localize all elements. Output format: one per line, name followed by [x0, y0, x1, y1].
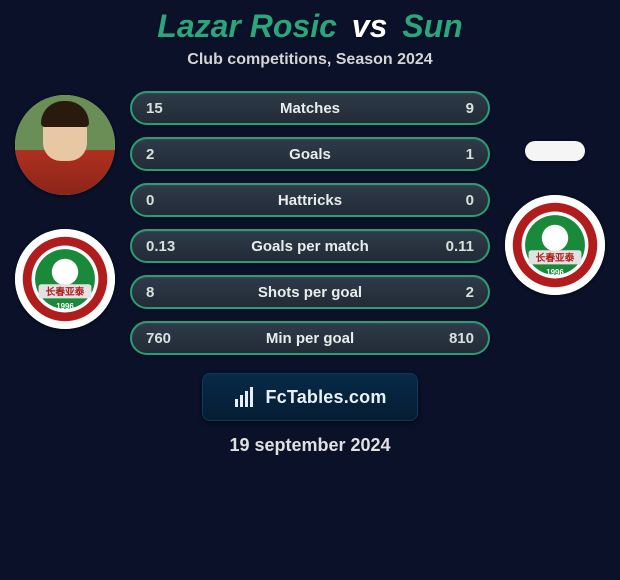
stat-value-right: 9 — [432, 100, 474, 117]
club-badge-icon: 长春亚泰 1996 — [505, 195, 605, 295]
stat-value-left: 760 — [146, 330, 188, 347]
stat-label: Hattricks — [278, 192, 342, 209]
chart-icon — [233, 385, 257, 409]
main-row: 长春亚泰 1996 15 Matches 9 2 Goals 1 0 Hattricks 0 0.… — [0, 87, 620, 355]
stat-value-right: 0.11 — [432, 238, 474, 255]
stat-row: 0.13 Goals per match 0.11 — [130, 229, 490, 263]
player2-name: Sun — [402, 8, 462, 44]
brand-badge[interactable]: FcTables.com — [202, 373, 418, 421]
svg-text:1996: 1996 — [546, 268, 564, 277]
stat-row: 15 Matches 9 — [130, 91, 490, 125]
stat-value-left: 8 — [146, 284, 188, 301]
card-title: Lazar Rosic vs Sun — [157, 8, 462, 45]
comparison-card: Lazar Rosic vs Sun Club competitions, Se… — [0, 0, 620, 580]
stat-row: 0 Hattricks 0 — [130, 183, 490, 217]
stat-label: Shots per goal — [258, 284, 362, 301]
card-date: 19 september 2024 — [229, 435, 390, 456]
stat-value-right: 1 — [432, 146, 474, 163]
badge-year: 1996 — [56, 302, 74, 311]
stat-value-right: 0 — [432, 192, 474, 209]
club-badge-icon: 长春亚泰 1996 — [15, 229, 115, 329]
player2-club-badge: 长春亚泰 1996 — [505, 195, 605, 295]
player2-photo — [525, 141, 585, 161]
stat-value-left: 0 — [146, 192, 188, 209]
stat-label: Goals — [289, 146, 331, 163]
card-subtitle: Club competitions, Season 2024 — [187, 51, 432, 69]
player-photo-placeholder — [15, 95, 115, 195]
stats-panel: 15 Matches 9 2 Goals 1 0 Hattricks 0 0.13 Goals pe… — [130, 91, 490, 355]
stat-value-right: 2 — [432, 284, 474, 301]
player1-name: Lazar Rosic — [157, 8, 337, 44]
stat-row: 2 Goals 1 — [130, 137, 490, 171]
stat-row: 8 Shots per goal 2 — [130, 275, 490, 309]
player1-photo — [15, 95, 115, 195]
stat-label: Min per goal — [266, 330, 354, 347]
player1-club-badge: 长春亚泰 1996 — [15, 229, 115, 329]
stat-value-right: 810 — [432, 330, 474, 347]
stat-value-left: 2 — [146, 146, 188, 163]
stat-label: Matches — [280, 100, 340, 117]
stat-value-left: 0.13 — [146, 238, 188, 255]
svg-text:长春亚泰: 长春亚泰 — [536, 251, 575, 264]
vs-separator: vs — [352, 8, 388, 44]
left-avatars: 长春亚泰 1996 — [10, 95, 120, 329]
right-avatars: 长春亚泰 1996 — [500, 139, 610, 295]
brand-text: FcTables.com — [265, 387, 386, 408]
stat-label: Goals per match — [251, 238, 369, 255]
stat-row: 760 Min per goal 810 — [130, 321, 490, 355]
badge-cn-text: 长春亚泰 — [46, 285, 85, 298]
stat-value-left: 15 — [146, 100, 188, 117]
